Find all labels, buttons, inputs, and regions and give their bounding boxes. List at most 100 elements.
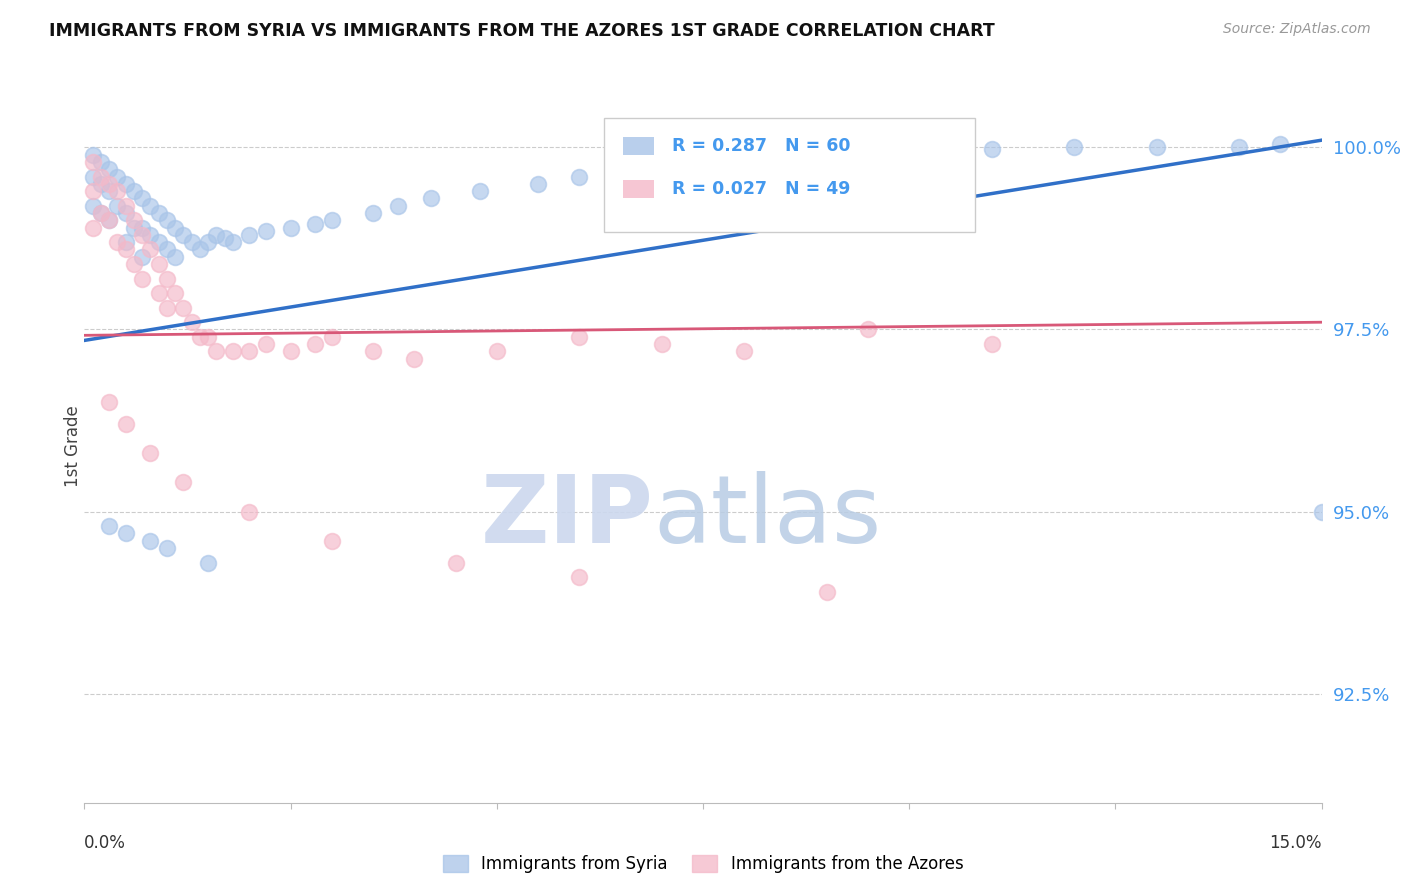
Legend: Immigrants from Syria, Immigrants from the Azores: Immigrants from Syria, Immigrants from t… <box>436 848 970 880</box>
Point <box>82 199 104 213</box>
Text: atlas: atlas <box>654 471 882 564</box>
Point <box>280 220 302 235</box>
Point <box>122 257 145 271</box>
Point <box>139 446 162 460</box>
Text: Source: ZipAtlas.com: Source: ZipAtlas.com <box>1223 22 1371 37</box>
Point <box>238 227 260 242</box>
Point <box>131 220 153 235</box>
Point <box>90 206 112 220</box>
Point <box>609 162 631 177</box>
Point <box>1063 140 1085 154</box>
Point <box>90 155 112 169</box>
Point <box>568 330 591 344</box>
Point <box>148 286 170 301</box>
Point <box>470 184 492 198</box>
Point <box>90 169 112 184</box>
Point <box>114 177 136 191</box>
Point <box>122 220 145 235</box>
Point <box>1310 504 1333 518</box>
Point <box>148 235 170 249</box>
Point <box>197 330 219 344</box>
Point <box>82 220 104 235</box>
Point <box>205 227 228 242</box>
Point <box>214 231 236 245</box>
Point <box>139 227 162 242</box>
Point <box>156 213 179 227</box>
Point <box>238 504 260 518</box>
Text: R = 0.287   N = 60: R = 0.287 N = 60 <box>672 137 851 155</box>
Point <box>98 177 121 191</box>
Point <box>165 286 187 301</box>
Point <box>114 417 136 432</box>
Point <box>188 243 211 257</box>
Point <box>131 191 153 205</box>
Point <box>856 322 879 336</box>
FancyBboxPatch shape <box>623 180 654 198</box>
Point <box>98 213 121 227</box>
Point <box>90 177 112 191</box>
Text: IMMIGRANTS FROM SYRIA VS IMMIGRANTS FROM THE AZORES 1ST GRADE CORRELATION CHART: IMMIGRANTS FROM SYRIA VS IMMIGRANTS FROM… <box>49 22 995 40</box>
Point <box>733 152 755 166</box>
Point <box>114 243 136 257</box>
Y-axis label: 1st Grade: 1st Grade <box>65 405 82 487</box>
Point <box>98 213 121 227</box>
FancyBboxPatch shape <box>623 137 654 155</box>
Point <box>98 162 121 177</box>
Point <box>180 315 202 329</box>
Point <box>131 250 153 264</box>
Point <box>980 142 1002 156</box>
Text: 0.0%: 0.0% <box>84 834 127 852</box>
Point <box>156 271 179 285</box>
Point <box>387 199 409 213</box>
Point <box>1227 140 1250 154</box>
Point <box>651 159 673 173</box>
Point <box>321 330 343 344</box>
Point <box>180 235 202 249</box>
Point <box>856 146 879 161</box>
Point <box>815 584 838 599</box>
Point <box>131 227 153 242</box>
Point <box>156 243 179 257</box>
Point <box>419 191 441 205</box>
Point <box>114 206 136 220</box>
Point <box>172 227 194 242</box>
Point <box>165 220 187 235</box>
Point <box>254 337 277 351</box>
Point <box>222 344 245 359</box>
Point <box>361 206 384 220</box>
Point <box>139 243 162 257</box>
Point <box>139 533 162 548</box>
Point <box>321 533 343 548</box>
Point <box>105 235 128 249</box>
Text: ZIP: ZIP <box>481 471 654 564</box>
Point <box>98 184 121 198</box>
Point <box>82 147 104 161</box>
Point <box>139 199 162 213</box>
Point <box>105 184 128 198</box>
Point <box>105 169 128 184</box>
Point <box>82 184 104 198</box>
Point <box>238 344 260 359</box>
Point <box>1146 140 1168 154</box>
Point <box>105 199 128 213</box>
Point <box>485 344 508 359</box>
Point <box>148 206 170 220</box>
Point <box>90 206 112 220</box>
Point <box>304 217 326 231</box>
Point <box>114 199 136 213</box>
Point <box>131 271 153 285</box>
Point <box>156 301 179 315</box>
Point <box>165 250 187 264</box>
Point <box>205 344 228 359</box>
Point <box>321 213 343 227</box>
Point <box>122 184 145 198</box>
Point <box>82 155 104 169</box>
Point <box>361 344 384 359</box>
Text: R = 0.027   N = 49: R = 0.027 N = 49 <box>672 180 851 198</box>
Point <box>82 169 104 184</box>
Point <box>254 224 277 238</box>
Point <box>527 177 550 191</box>
Point <box>122 213 145 227</box>
Point <box>114 235 136 249</box>
Text: 15.0%: 15.0% <box>1270 834 1322 852</box>
